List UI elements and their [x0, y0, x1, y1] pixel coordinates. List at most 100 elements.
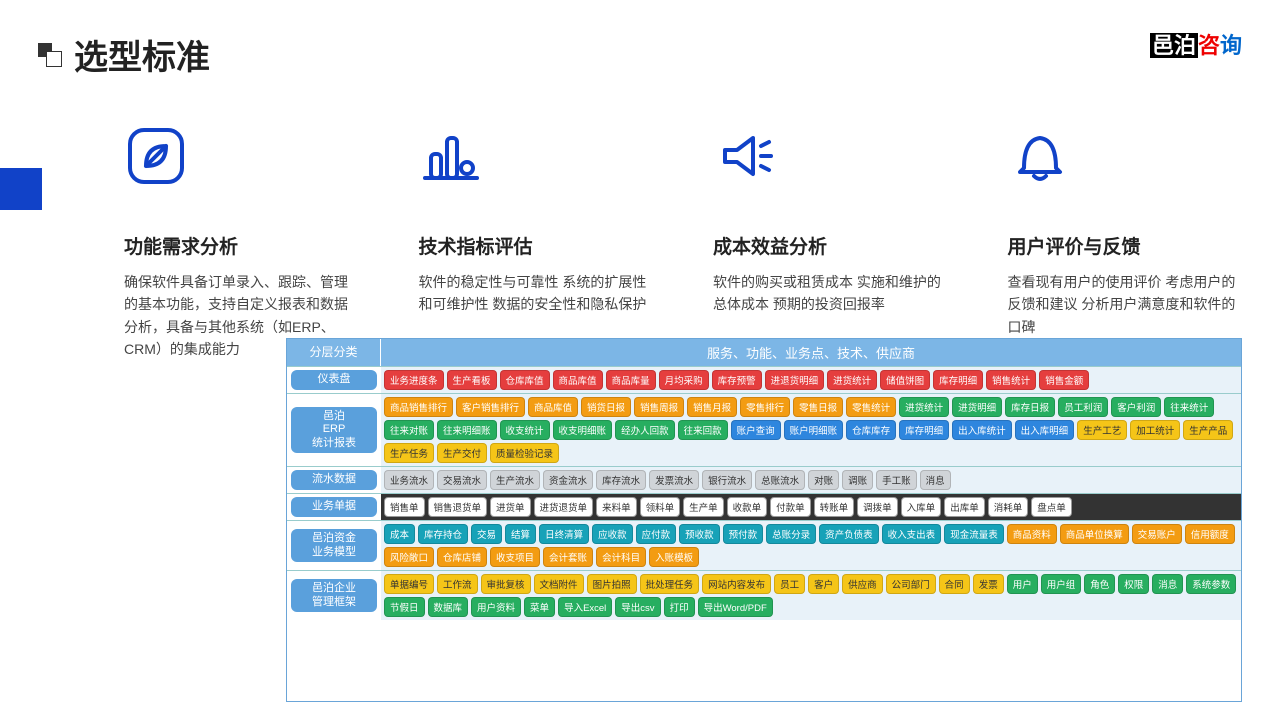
tag: 公司部门 — [886, 574, 936, 594]
tag: 销货日报 — [581, 397, 631, 417]
tag: 网站内容发布 — [702, 574, 771, 594]
diagram-row: 邑泊 ERP 统计报表商品销售排行客户销售排行商品库值销货日报销售周报销售月报零… — [287, 393, 1241, 466]
logo-part-1: 邑泊 — [1150, 33, 1198, 58]
tag: 消息 — [920, 470, 951, 490]
diagram-row: 业务单据销售单销售退货单进货单进货退货单来料单领料单生产单收款单付款单转账单调拨… — [287, 493, 1241, 520]
tag: 商品资料 — [1007, 524, 1057, 544]
diagram-row: 邑泊资金 业务模型成本库存持仓交易结算日终清算应收款应付款预收款预付款总账分录资… — [287, 520, 1241, 570]
tag: 工作流 — [437, 574, 478, 594]
col-3-body: 软件的购买或租赁成本 实施和维护的总体成本 预期的投资回报率 — [713, 271, 948, 316]
tag: 收支统计 — [500, 420, 550, 440]
tag: 角色 — [1084, 574, 1115, 594]
tag: 收入支出表 — [882, 524, 942, 544]
diagram-row-label: 业务单据 — [287, 494, 381, 520]
tag: 批处理任务 — [640, 574, 700, 594]
tag: 导入Excel — [558, 597, 612, 617]
diagram-header-right: 服务、功能、业务点、技术、供应商 — [381, 339, 1241, 366]
tag: 出入库统计 — [952, 420, 1012, 440]
tag: 仓库店铺 — [437, 547, 487, 567]
tag: 出库单 — [944, 497, 985, 517]
tag: 商品库值 — [553, 370, 603, 390]
tag: 交易流水 — [437, 470, 487, 490]
leaf-icon — [124, 124, 359, 196]
tag: 会计套账 — [543, 547, 593, 567]
tag: 信用额度 — [1185, 524, 1235, 544]
tag: 生产流水 — [490, 470, 540, 490]
tag: 账户查询 — [731, 420, 781, 440]
tag: 库存流水 — [596, 470, 646, 490]
diagram-row-label: 流水数据 — [287, 467, 381, 493]
tag: 转账单 — [814, 497, 855, 517]
tag: 收支明细账 — [553, 420, 613, 440]
tag: 消息 — [1152, 574, 1183, 594]
tag: 月均采购 — [659, 370, 709, 390]
tag: 库存持仓 — [418, 524, 468, 544]
tag: 用户 — [1007, 574, 1038, 594]
diagram: 分层分类 服务、功能、业务点、技术、供应商 仪表盘业务进度条生产看板仓库库值商品… — [286, 338, 1242, 702]
tag: 结算 — [505, 524, 536, 544]
tag: 发票 — [973, 574, 1004, 594]
tag: 销售月报 — [687, 397, 737, 417]
tag: 导出Word/PDF — [698, 597, 773, 617]
logo-part-3: 询 — [1220, 33, 1242, 58]
tag: 生产任务 — [384, 443, 434, 463]
tag: 客户利润 — [1111, 397, 1161, 417]
diagram-header-left: 分层分类 — [287, 339, 381, 366]
title-bar: 选型标准 — [38, 30, 210, 79]
tag: 数据库 — [428, 597, 469, 617]
tag: 仓库库存 — [846, 420, 896, 440]
tag: 商品销售排行 — [384, 397, 453, 417]
tag: 生产单 — [683, 497, 724, 517]
tag: 入库单 — [901, 497, 942, 517]
page-title: 选型标准 — [74, 30, 210, 79]
tag: 调拨单 — [857, 497, 898, 517]
tag: 应付款 — [636, 524, 677, 544]
tag: 调账 — [842, 470, 873, 490]
diagram-row-label: 邑泊企业 管理框架 — [287, 571, 381, 620]
diagram-row-cells: 业务流水交易流水生产流水资金流水库存流水发票流水银行流水总账流水对账调账手工账消… — [381, 467, 1241, 493]
tag: 库存预警 — [712, 370, 762, 390]
title-bullet-icon — [38, 43, 62, 67]
col-3-heading: 成本效益分析 — [713, 232, 948, 259]
tag: 收款单 — [727, 497, 768, 517]
col-1-heading: 功能需求分析 — [124, 232, 359, 259]
diagram-row: 仪表盘业务进度条生产看板仓库库值商品库值商品库量月均采购库存预警进退货明细进货统… — [287, 366, 1241, 393]
tag: 打印 — [664, 597, 695, 617]
tag: 入账模板 — [649, 547, 699, 567]
tag: 加工统计 — [1130, 420, 1180, 440]
brand-logo: 邑泊咨询 — [1150, 28, 1242, 60]
tag: 业务流水 — [384, 470, 434, 490]
diagram-row-label: 仪表盘 — [287, 367, 381, 393]
tag: 预收款 — [679, 524, 720, 544]
tag: 销售周报 — [634, 397, 684, 417]
tag: 用户资料 — [471, 597, 521, 617]
tag: 成本 — [384, 524, 415, 544]
diagram-row-cells: 商品销售排行客户销售排行商品库值销货日报销售周报销售月报零售排行零售日报零售统计… — [381, 394, 1241, 466]
tag: 商品库量 — [606, 370, 656, 390]
tag: 生产看板 — [447, 370, 497, 390]
tag: 审批复核 — [481, 574, 531, 594]
tag: 日终清算 — [539, 524, 589, 544]
tag: 客户 — [808, 574, 839, 594]
tag: 节假日 — [384, 597, 425, 617]
tag: 资产负债表 — [819, 524, 879, 544]
diagram-row-cells: 成本库存持仓交易结算日终清算应收款应付款预收款预付款总账分录资产负债表收入支出表… — [381, 521, 1241, 570]
tag: 对账 — [808, 470, 839, 490]
tag: 销售统计 — [986, 370, 1036, 390]
tag: 总账流水 — [755, 470, 805, 490]
col-2-heading: 技术指标评估 — [419, 232, 654, 259]
accent-block — [0, 168, 42, 210]
tag: 风险敞口 — [384, 547, 434, 567]
tag: 员工利润 — [1058, 397, 1108, 417]
tag: 储值饼图 — [880, 370, 930, 390]
diagram-rows: 仪表盘业务进度条生产看板仓库库值商品库值商品库量月均采购库存预警进退货明细进货统… — [287, 366, 1241, 620]
col-4: 用户评价与反馈 查看现有用户的使用评价 考虑用户的反馈和建议 分析用户满意度和软… — [1008, 124, 1243, 361]
tag: 库存明细 — [899, 420, 949, 440]
tag: 质量检验记录 — [490, 443, 559, 463]
col-2-body: 软件的稳定性与可靠性 系统的扩展性和可维护性 数据的安全性和隐私保护 — [419, 271, 654, 316]
tag: 应收款 — [592, 524, 633, 544]
tag: 往来统计 — [1164, 397, 1214, 417]
tag: 文档附件 — [534, 574, 584, 594]
tag: 客户销售排行 — [456, 397, 525, 417]
tag: 来料单 — [596, 497, 637, 517]
